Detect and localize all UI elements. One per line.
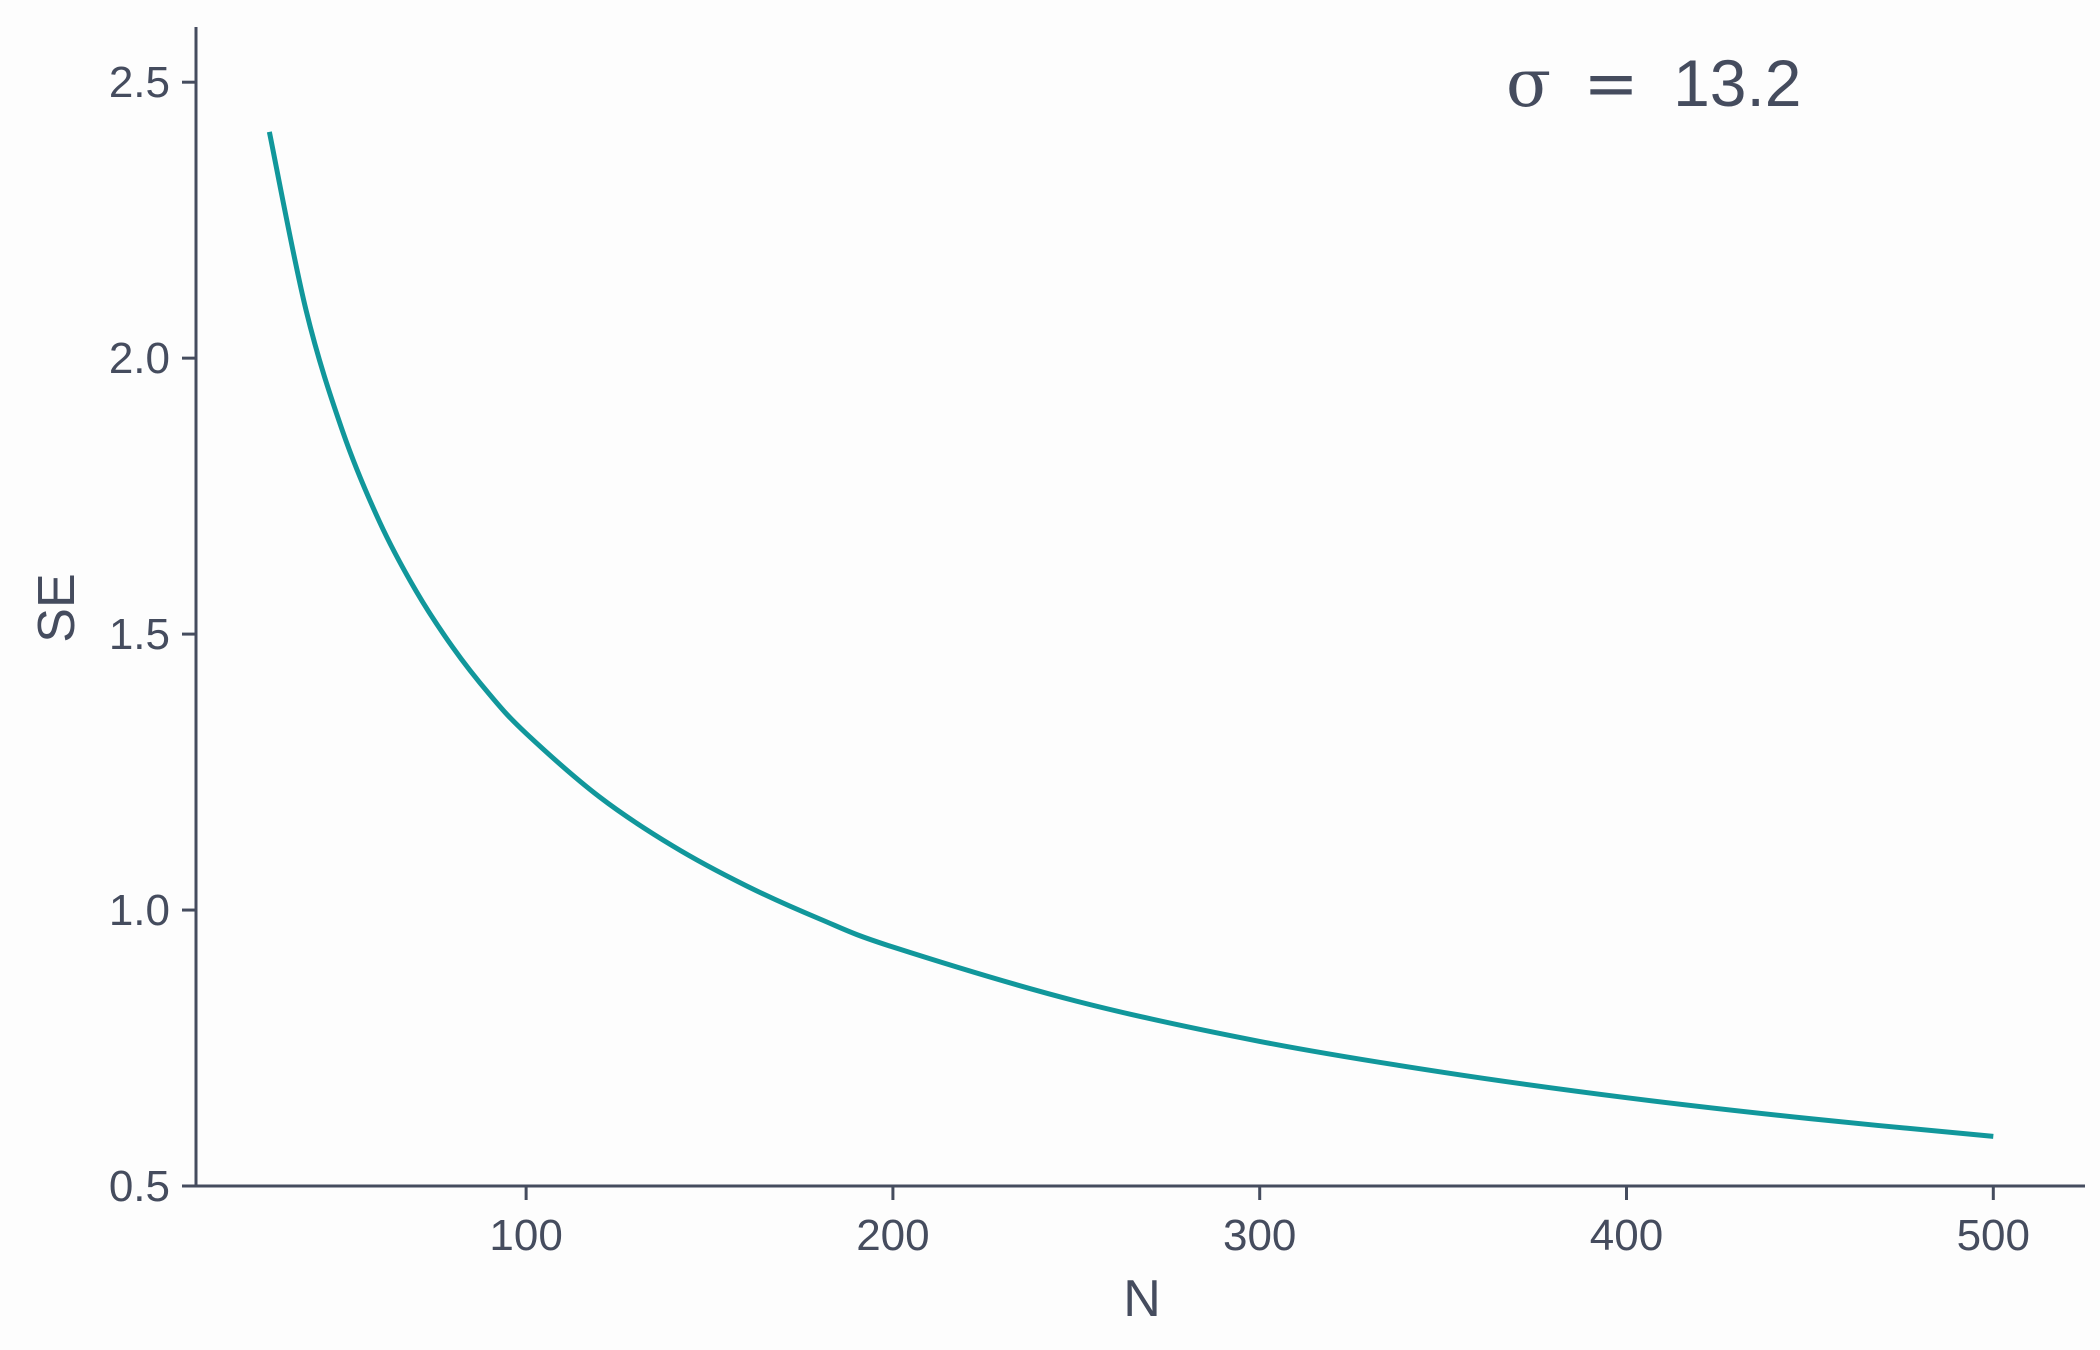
x-tick-label: 300 (1223, 1211, 1296, 1260)
x-tick-label: 100 (489, 1211, 562, 1260)
y-axis-title: SE (28, 573, 86, 642)
y-tick-label: 0.5 (109, 1162, 170, 1211)
y-tick-label: 2.0 (109, 334, 170, 383)
x-axis-title: N (1123, 1270, 1161, 1328)
y-tick-label: 1.5 (109, 610, 170, 659)
sigma-value: 13.2 (1673, 46, 1801, 120)
equals-sign: = (1583, 45, 1638, 122)
sigma-symbol: σ (1506, 45, 1551, 122)
data-series (266, 131, 1994, 1139)
axis-ticks: 100 200 300 400 500 0.5 1.0 1.5 2.0 2.5 (109, 58, 2030, 1260)
x-tick-label: 400 (1590, 1211, 1663, 1260)
axes (194, 27, 2085, 1188)
y-tick-label: 2.5 (109, 58, 170, 107)
se-curve-line (266, 131, 1994, 1139)
x-tick-label: 500 (1957, 1211, 2030, 1260)
x-tick-label: 200 (856, 1211, 929, 1260)
y-tick-label: 1.0 (109, 886, 170, 935)
sigma-annotation: σ = 13.2 (1506, 45, 1802, 122)
